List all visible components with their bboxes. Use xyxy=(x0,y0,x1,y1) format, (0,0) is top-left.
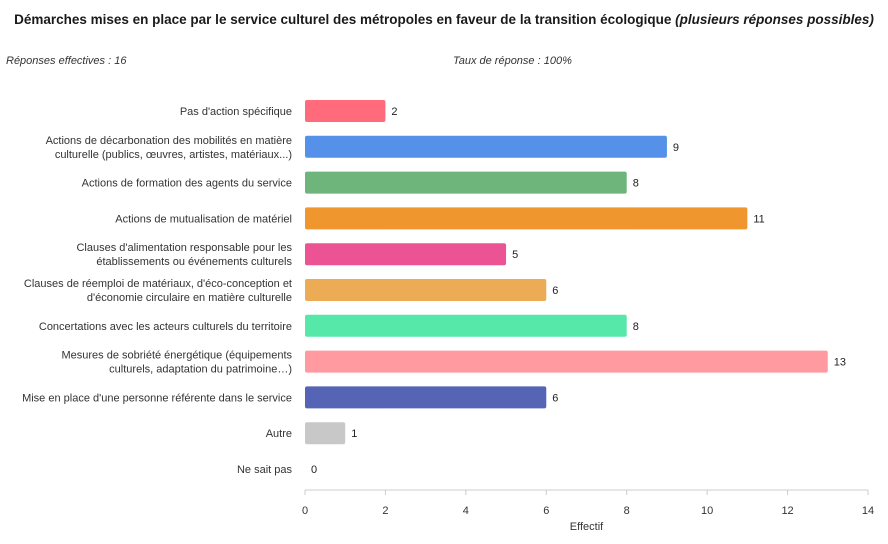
x-axis-title: Effectif xyxy=(570,521,604,533)
chart-title: Démarches mises en place par le service … xyxy=(0,12,888,27)
x-tick-label: 0 xyxy=(302,505,308,517)
x-tick-label: 8 xyxy=(624,505,630,517)
data-label: 2 xyxy=(391,106,397,118)
x-tick-label: 12 xyxy=(781,505,793,517)
category-label: culturels, adaptation du patrimoine…) xyxy=(109,364,292,376)
category-label: Actions de décarbonation des mobilités e… xyxy=(46,135,292,147)
bar xyxy=(305,422,346,445)
x-tick-label: 10 xyxy=(701,505,713,517)
bar xyxy=(305,243,507,266)
x-tick-label: 4 xyxy=(463,505,469,517)
data-label: 9 xyxy=(673,142,679,154)
data-label: 11 xyxy=(753,213,764,225)
category-label: Ne sait pas xyxy=(237,464,293,476)
category-label: établissements ou événements culturels xyxy=(96,256,292,268)
data-label: 6 xyxy=(552,285,558,297)
chart-title-main: Démarches mises en place par le service … xyxy=(14,12,672,27)
category-label: Concertations avec les acteurs culturels… xyxy=(39,321,292,333)
category-label: Autre xyxy=(266,428,292,440)
bar xyxy=(305,171,627,194)
category-label: Mesures de sobriété énergétique (équipem… xyxy=(61,350,292,362)
category-label: Clauses d'alimentation responsable pour … xyxy=(76,242,292,254)
bar xyxy=(305,386,547,409)
data-label: 1 xyxy=(351,428,357,440)
category-label: Actions de formation des agents du servi… xyxy=(82,178,292,190)
chart-subtitle: (plusieurs réponses possibles) xyxy=(675,12,874,27)
bar xyxy=(305,314,627,337)
bar xyxy=(305,207,748,230)
data-label: 13 xyxy=(834,357,846,369)
data-label: 6 xyxy=(552,392,558,404)
bar xyxy=(305,100,386,122)
category-label: Pas d'action spécifique xyxy=(180,106,292,118)
category-label: Actions de mutualisation de matériel xyxy=(115,213,292,225)
data-label: 5 xyxy=(512,249,518,261)
bar xyxy=(305,350,828,373)
data-label: 8 xyxy=(633,178,639,190)
x-tick-label: 2 xyxy=(382,505,388,517)
category-label: Mise en place d'une personne référente d… xyxy=(22,392,292,404)
bar xyxy=(305,135,667,158)
responses-count: Réponses effectives : 16 xyxy=(6,55,127,67)
response-rate: Taux de réponse : 100% xyxy=(453,55,572,67)
data-label: 8 xyxy=(633,321,639,333)
category-label: Clauses de réemploi de matériaux, d'éco-… xyxy=(24,278,292,290)
category-label: d'économie circulaire en matière culture… xyxy=(87,292,292,304)
x-tick-label: 6 xyxy=(543,505,549,517)
data-label: 0 xyxy=(311,464,317,476)
x-tick-label: 14 xyxy=(862,505,874,517)
bar xyxy=(305,279,547,301)
category-label: culturelle (publics, œuvres, artistes, m… xyxy=(55,149,292,161)
